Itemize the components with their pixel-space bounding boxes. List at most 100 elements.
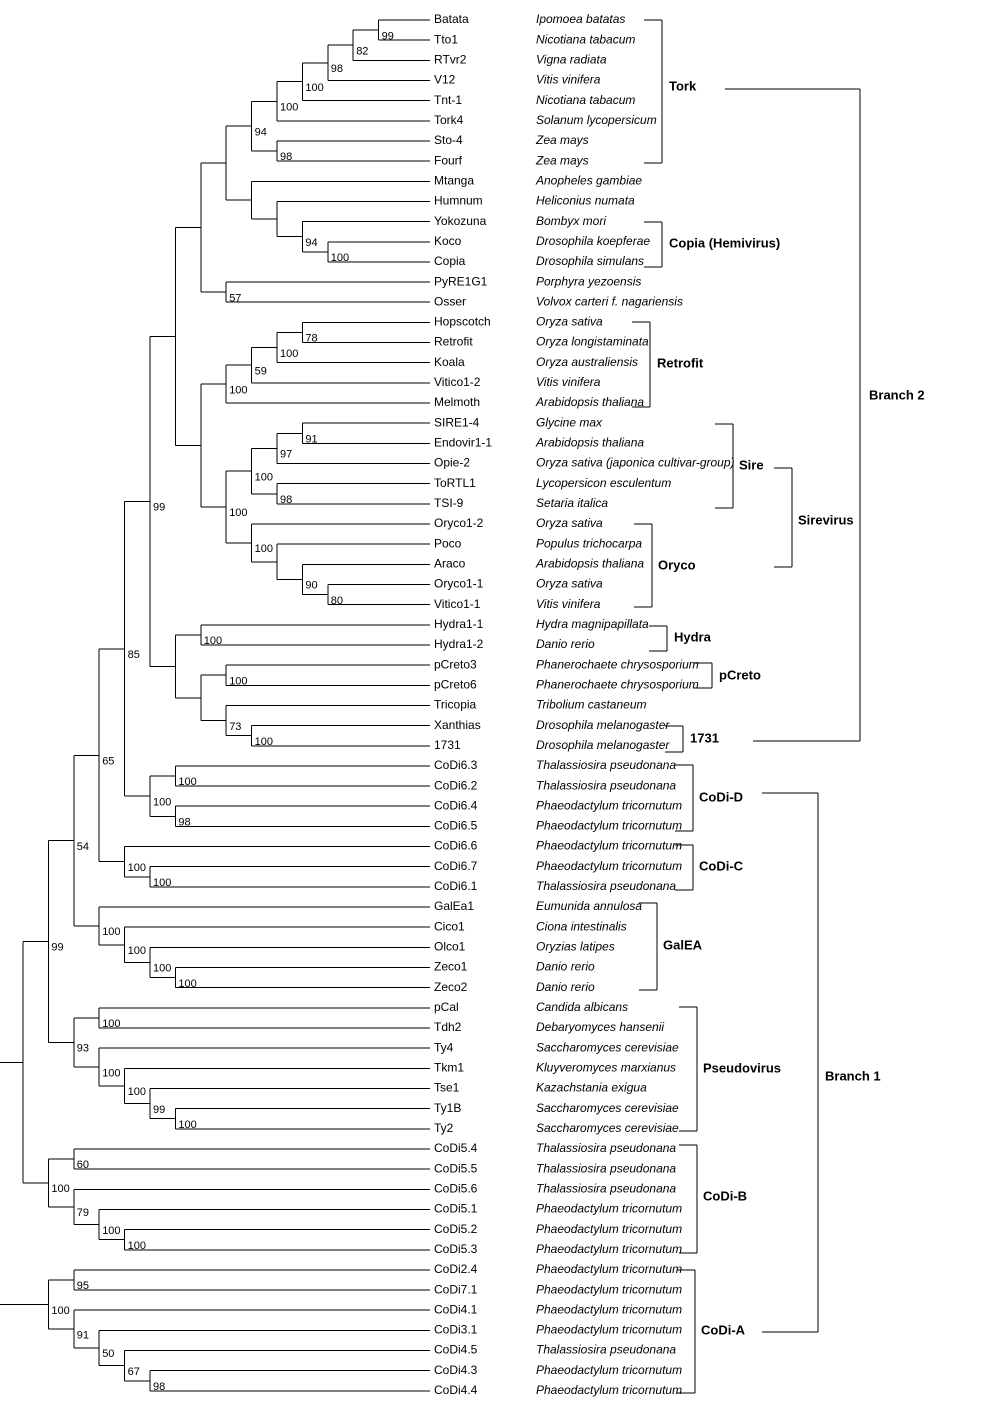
taxon-label: Fourf xyxy=(434,153,463,167)
taxon-label: Retrofit xyxy=(434,335,473,349)
group-label: pCreto xyxy=(719,667,761,682)
taxon-label: Yokozuna xyxy=(434,214,487,228)
bootstrap-value: 79 xyxy=(77,1207,89,1219)
taxon-label: CoDi5.3 xyxy=(434,1242,478,1256)
taxon-label: Copia xyxy=(434,254,466,268)
taxon-label: Cico1 xyxy=(434,919,465,933)
species-label: Oryzias latipes xyxy=(536,940,615,954)
taxon-label: Tse1 xyxy=(434,1081,460,1095)
taxon-label: RTvr2 xyxy=(434,52,467,66)
species-label: Phaeodactylum tricornutum xyxy=(536,819,682,833)
bootstrap-value: 73 xyxy=(229,721,241,733)
species-label: Oryza sativa xyxy=(536,577,603,591)
taxon-label: CoDi4.1 xyxy=(434,1302,478,1316)
bootstrap-value: 100 xyxy=(255,736,273,748)
taxon-label: 1731 xyxy=(434,738,461,752)
species-label: Phaeodactylum tricornutum xyxy=(536,1323,682,1337)
species-label: Tribolium castaneum xyxy=(536,698,646,712)
group-label: Retrofit xyxy=(657,355,704,370)
species-label: Phaeodactylum tricornutum xyxy=(536,1363,682,1377)
bootstrap-value: 100 xyxy=(229,507,247,519)
species-label: Oryza sativa (japonica cultivar-group) xyxy=(536,456,735,470)
bootstrap-value: 100 xyxy=(128,945,146,957)
species-label: Heliconius numata xyxy=(536,194,635,208)
bootstrap-value: 100 xyxy=(102,1018,120,1030)
taxon-label: Araco xyxy=(434,556,466,570)
group-label: Oryco xyxy=(658,557,696,572)
group-label: Sirevirus xyxy=(798,512,854,527)
bootstrap-value: 100 xyxy=(229,675,247,687)
taxon-label: CoDi4.4 xyxy=(434,1383,478,1397)
taxon-label: V12 xyxy=(434,73,456,87)
bootstrap-value: 95 xyxy=(77,1280,89,1292)
species-label: Eumunida annulosa xyxy=(536,899,642,913)
group-label: CoDi-A xyxy=(701,1322,746,1337)
taxon-label: Mtanga xyxy=(434,173,474,187)
bootstrap-value: 60 xyxy=(77,1159,89,1171)
bootstrap-value: 100 xyxy=(204,635,222,647)
species-label: Drosophila koepferae xyxy=(536,234,650,248)
taxon-label: Endovir1-1 xyxy=(434,436,492,450)
bootstrap-value: 100 xyxy=(280,101,298,113)
taxon-label: PyRE1G1 xyxy=(434,274,488,288)
group-label: Hydra xyxy=(674,629,712,644)
bootstrap-value: 78 xyxy=(305,333,317,345)
taxon-label: CoDi3.1 xyxy=(434,1323,478,1337)
species-label: Oryza sativa xyxy=(536,516,603,530)
bootstrap-value: 100 xyxy=(102,926,120,938)
taxon-label: pCreto6 xyxy=(434,677,477,691)
bootstrap-value: 98 xyxy=(280,151,292,163)
species-label: Anopheles gambiae xyxy=(535,173,642,187)
taxon-label: Hydra1-1 xyxy=(434,617,484,631)
species-label: Zea mays xyxy=(535,153,589,167)
taxon-label: pCal xyxy=(434,1000,459,1014)
taxon-label: CoDi6.3 xyxy=(434,758,478,772)
branch-label: Branch 1 xyxy=(825,1068,881,1083)
bootstrap-value: 50 xyxy=(102,1348,114,1360)
species-label: Phaeodactylum tricornutum xyxy=(536,1302,682,1316)
taxon-label: Poco xyxy=(434,536,462,550)
species-label: Phanerochaete chrysosporium xyxy=(536,657,699,671)
bootstrap-value: 100 xyxy=(178,776,196,788)
species-label: Thalassiosira pseudonana xyxy=(536,1343,676,1357)
bootstrap-value: 100 xyxy=(153,963,171,975)
species-label: Phaeodactylum tricornutum xyxy=(536,859,682,873)
species-label: Kluyveromyces marxianus xyxy=(536,1060,676,1074)
species-label: Phaeodactylum tricornutum xyxy=(536,839,682,853)
species-label: Phaeodactylum tricornutum xyxy=(536,1242,682,1256)
species-label: Danio rerio xyxy=(536,980,595,994)
taxon-label: Koala xyxy=(434,355,465,369)
taxon-label: CoDi5.2 xyxy=(434,1222,478,1236)
taxon-label: Tkm1 xyxy=(434,1060,464,1074)
bootstrap-value: 59 xyxy=(255,365,267,377)
species-label: Danio rerio xyxy=(536,960,595,974)
bootstrap-value: 100 xyxy=(128,862,146,874)
bootstrap-value: 100 xyxy=(280,348,298,360)
species-label: Drosophila melanogaster xyxy=(536,718,670,732)
species-label: Oryza longistaminata xyxy=(536,335,649,349)
taxon-label: GalEa1 xyxy=(434,899,474,913)
bootstrap-value: 100 xyxy=(51,1183,69,1195)
species-label: Thalassiosira pseudonana xyxy=(536,1141,676,1155)
species-label: Phanerochaete chrysosporium xyxy=(536,677,699,691)
species-label: Ciona intestinalis xyxy=(536,919,627,933)
species-label: Arabidopsis thaliana xyxy=(535,395,644,409)
bootstrap-value: 100 xyxy=(178,1119,196,1131)
species-label: Glycine max xyxy=(536,415,603,429)
taxon-label: CoDi5.1 xyxy=(434,1202,478,1216)
taxon-label: Zeco2 xyxy=(434,980,468,994)
species-label: Vitis vinifera xyxy=(536,73,601,87)
species-label: Thalassiosira pseudonana xyxy=(536,879,676,893)
bootstrap-value: 90 xyxy=(305,580,317,592)
taxon-label: CoDi4.5 xyxy=(434,1343,478,1357)
taxon-label: Tricopia xyxy=(434,698,477,712)
bootstrap-value: 99 xyxy=(51,942,63,954)
bootstrap-value: 100 xyxy=(255,543,273,555)
bootstrap-value: 85 xyxy=(128,649,140,661)
taxon-label: CoDi2.4 xyxy=(434,1262,478,1276)
bootstrap-value: 100 xyxy=(178,978,196,990)
taxon-label: pCreto3 xyxy=(434,657,477,671)
group-label: CoDi-B xyxy=(703,1188,747,1203)
